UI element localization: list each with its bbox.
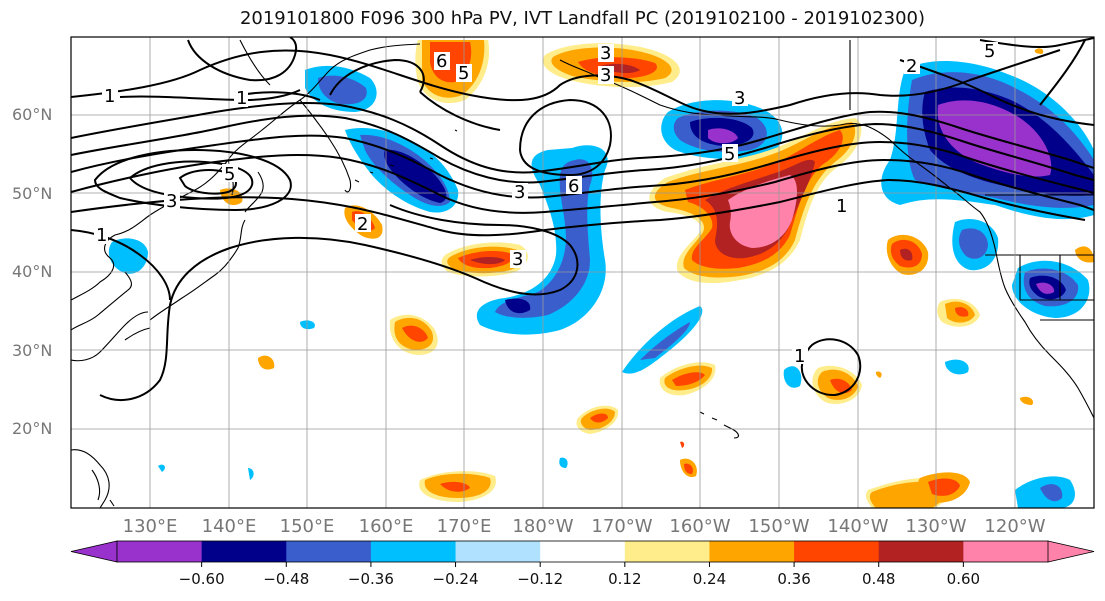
- svg-text:5: 5: [984, 41, 995, 62]
- lon-label: 170°E: [437, 516, 492, 537]
- svg-text:3: 3: [734, 88, 745, 109]
- colorbar-swatch: [878, 541, 964, 562]
- lon-label: 180°W: [512, 516, 573, 537]
- svg-text:6: 6: [568, 176, 579, 197]
- colorbar-tick-label: −0.36: [348, 570, 394, 588]
- colorbar-swatch: [624, 541, 710, 562]
- plot-frame: [70, 36, 1095, 509]
- lon-label: 160°E: [359, 516, 414, 537]
- svg-text:2: 2: [906, 56, 917, 77]
- svg-text:5: 5: [458, 63, 469, 84]
- lon-label: 120°W: [984, 516, 1045, 537]
- colorbar-swatch: [370, 541, 457, 562]
- colorbar-frame: [116, 540, 1049, 563]
- svg-text:5: 5: [724, 144, 735, 165]
- lat-label: 60°N: [12, 105, 52, 124]
- contour-labels: 1 1 1 1 3 3 3 3 3 3 5 5 5 5: [94, 41, 998, 367]
- latitude-labels: 20°N 30°N 40°N 50°N 60°N: [12, 105, 52, 438]
- colorbar-tick-label: 0.24: [693, 570, 726, 588]
- svg-text:1: 1: [236, 88, 247, 109]
- svg-text:3: 3: [514, 182, 525, 203]
- svg-text:3: 3: [512, 249, 523, 270]
- colorbar-swatch: [455, 541, 541, 562]
- lat-label: 30°N: [12, 341, 52, 360]
- colorbar-swatch: [963, 541, 1049, 562]
- colorbar-tick-label: −0.12: [517, 570, 563, 588]
- svg-text:1: 1: [836, 196, 847, 217]
- lon-label: 140°E: [202, 516, 257, 537]
- colorbar-swatch: [117, 541, 203, 562]
- svg-text:6: 6: [436, 51, 447, 72]
- svg-text:3: 3: [600, 65, 611, 86]
- colorbar-tick-label: 0.60: [947, 570, 980, 588]
- svg-text:3: 3: [166, 191, 177, 212]
- colorbar-extension-low: [70, 540, 118, 563]
- svg-text:1: 1: [96, 225, 107, 246]
- svg-text:1: 1: [794, 346, 805, 367]
- colorbar-tick-label: 0.12: [608, 570, 641, 588]
- colorbar-tick-label: 0.48: [862, 570, 895, 588]
- lon-label: 170°W: [591, 516, 652, 537]
- colorbar-tick-label: −0.48: [263, 570, 309, 588]
- colorbar-swatch: [794, 541, 880, 562]
- colorbar-extension-high: [1047, 540, 1095, 563]
- colorbar-swatch: [286, 541, 372, 562]
- lat-label: 50°N: [12, 184, 52, 203]
- longitude-labels: 130°E 140°E 150°E 160°E 170°E 180°W 170°…: [123, 516, 1046, 537]
- colorbar-swatch: [709, 541, 795, 562]
- colorbar: −0.60 −0.48 −0.36 −0.24 −0.12 0.12 0.24 0.36 0.4…: [70, 540, 1095, 588]
- lon-label: 150°E: [280, 516, 335, 537]
- ivt-shading: [108, 40, 1094, 508]
- colorbar-swatch: [540, 541, 626, 562]
- lon-label: 130°W: [905, 516, 966, 537]
- lon-label: 140°W: [827, 516, 888, 537]
- svg-text:1: 1: [104, 86, 115, 107]
- colorbar-tick-label: 0.36: [777, 570, 810, 588]
- colorbar-tick-label: −0.24: [433, 570, 479, 588]
- lon-label: 160°W: [669, 516, 730, 537]
- colorbar-swatch: [201, 541, 287, 562]
- lat-label: 40°N: [12, 262, 52, 281]
- lon-label: 150°W: [748, 516, 809, 537]
- svg-text:3: 3: [600, 43, 611, 64]
- svg-text:5: 5: [224, 164, 235, 185]
- lat-lon-grid: [71, 37, 1094, 508]
- lat-label: 20°N: [12, 419, 52, 438]
- colorbar-tick-label: −0.60: [179, 570, 225, 588]
- lon-label: 130°E: [123, 516, 178, 537]
- svg-text:2: 2: [357, 214, 368, 235]
- map-title: 2019101800 F096 300 hPa PV, IVT Landfall…: [239, 8, 926, 29]
